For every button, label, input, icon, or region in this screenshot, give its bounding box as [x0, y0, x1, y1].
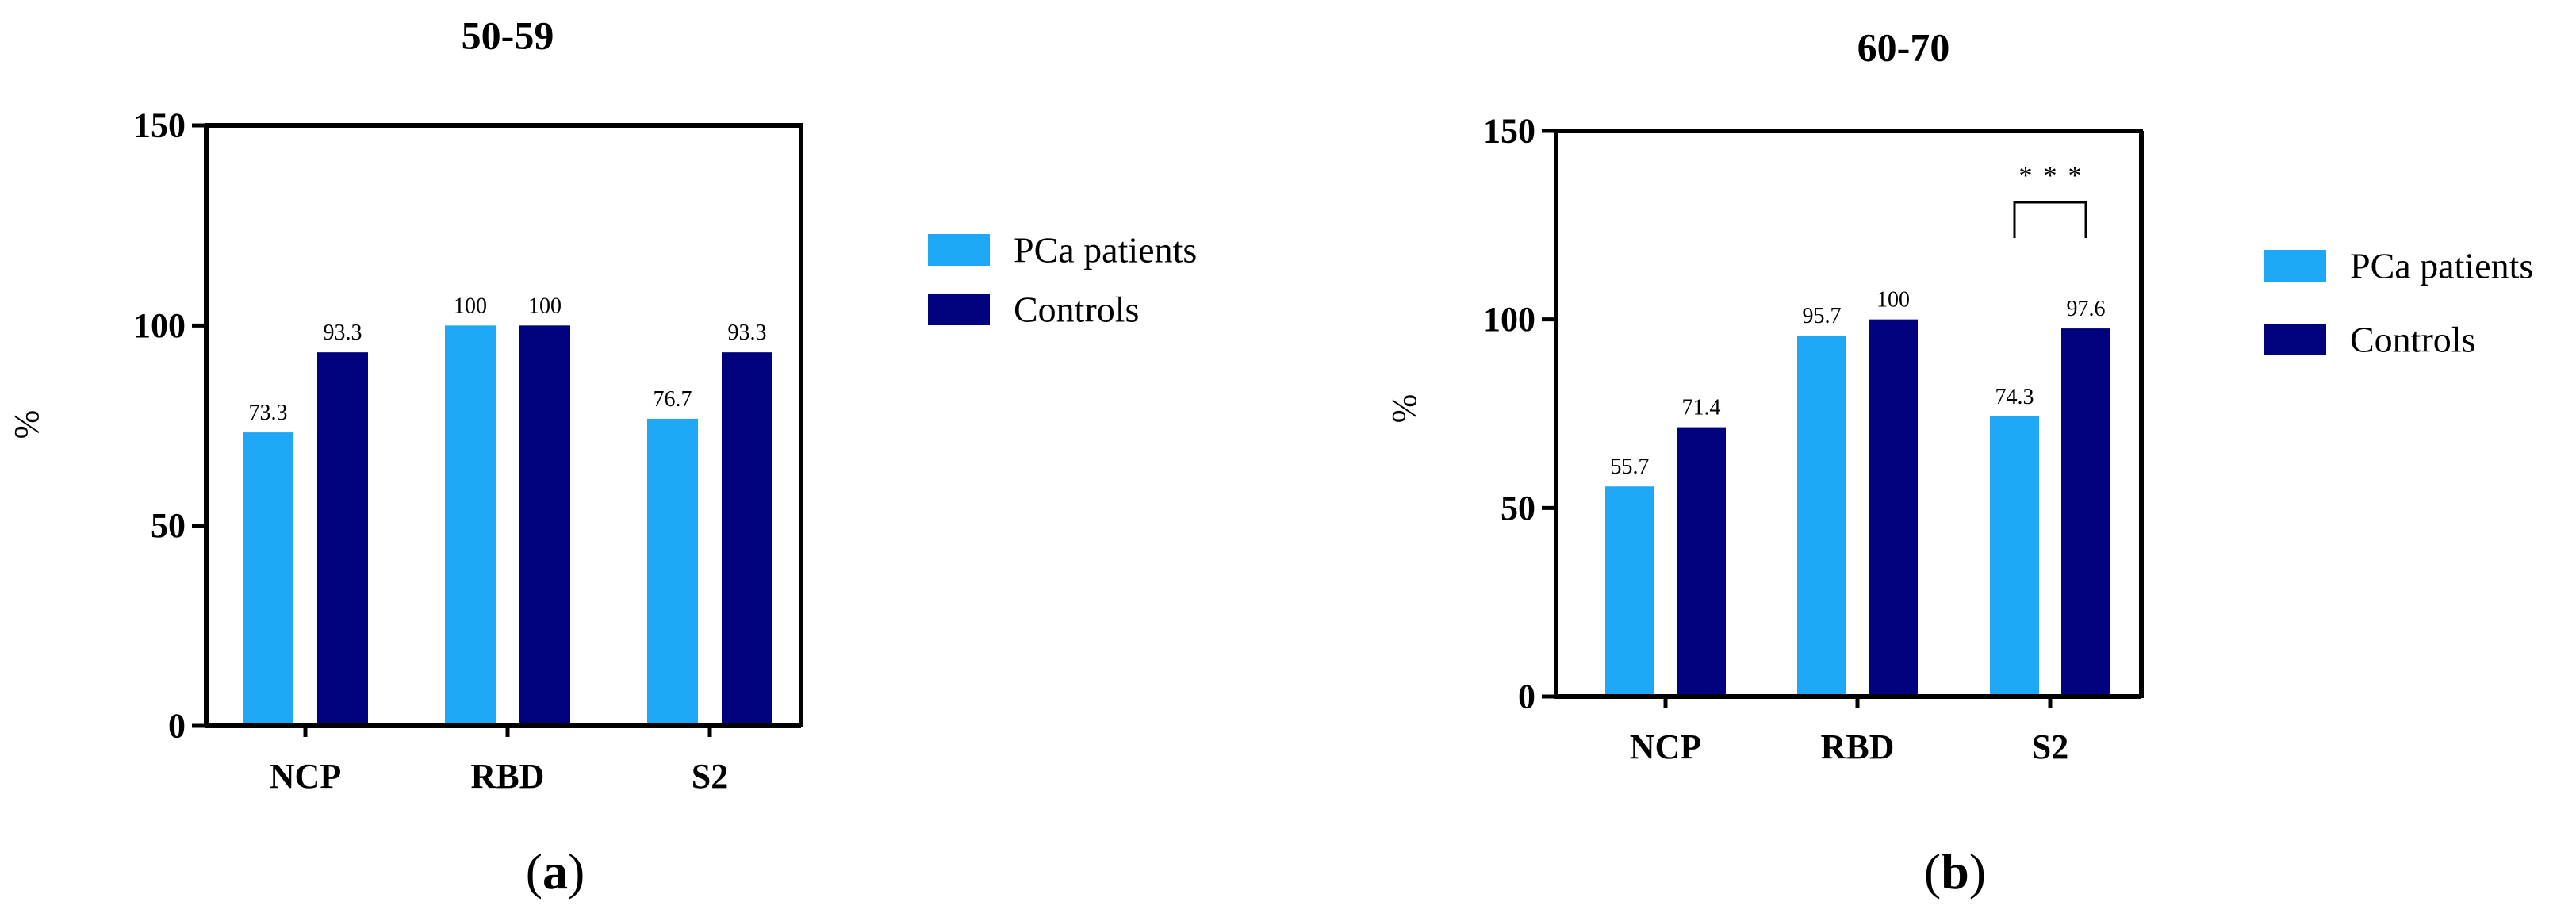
bar-controls-rbd — [1869, 319, 1918, 697]
data-label: 95.7 — [1803, 304, 1842, 328]
x-tick-label: RBD — [1821, 727, 1895, 766]
panel-label-letter: a — [542, 843, 568, 900]
x-tick-label: S2 — [2032, 727, 2068, 766]
chart-title: 50-59 — [462, 13, 554, 57]
panel-label-letter: b — [1941, 843, 1969, 900]
panel-label-open: ( — [526, 843, 542, 900]
data-label: 76.7 — [654, 387, 692, 412]
y-tick-label: 100 — [1483, 300, 1535, 339]
bar-controls-rbd — [519, 325, 570, 726]
panel-label-open: ( — [1924, 843, 1941, 900]
y-tick-label: 0 — [168, 707, 186, 746]
bar-pca-rbd — [1797, 336, 1846, 697]
y-axis-label: % — [7, 410, 46, 439]
y-tick-label: 0 — [1518, 677, 1535, 716]
significance-stars: *** — [2019, 161, 2093, 190]
chart-title: 60-70 — [1857, 25, 1950, 69]
y-tick-label: 150 — [133, 106, 186, 145]
data-label: 100 — [1876, 288, 1910, 313]
y-tick-label: 150 — [1483, 112, 1535, 151]
data-label: 73.3 — [249, 401, 288, 425]
y-tick-label: 50 — [151, 506, 186, 545]
data-label: 74.3 — [1995, 385, 2034, 409]
data-label: 71.4 — [1682, 396, 1721, 420]
bar-controls-s2 — [722, 352, 772, 726]
data-label: 93.3 — [728, 320, 767, 345]
panel-label: (a) — [526, 843, 585, 900]
data-label: 97.6 — [2067, 297, 2106, 321]
x-tick-label: S2 — [692, 757, 728, 796]
bar-pca-s2 — [647, 418, 698, 726]
data-label: 100 — [528, 294, 562, 318]
bar-pca-ncp — [243, 432, 293, 726]
bar-controls-s2 — [2061, 328, 2110, 697]
legend-swatch-pca — [928, 234, 990, 266]
legend-swatch-pca — [2264, 250, 2326, 282]
bar-pca-rbd — [445, 325, 496, 726]
y-tick-label: 100 — [133, 306, 186, 345]
y-axis-label: % — [1385, 394, 1424, 424]
panel-label-close: ) — [1969, 843, 1986, 900]
panel-label-close: ) — [568, 843, 585, 900]
legend-swatch-controls — [2264, 324, 2326, 355]
legend-label: Controls — [1014, 290, 1139, 330]
data-label: 55.7 — [1611, 455, 1650, 479]
legend-label: Controls — [2350, 320, 2475, 360]
legend-label: PCa patients — [2350, 246, 2533, 286]
chart-panel-a: 50-59 73.3 93.3 NCP 100 100 RBD 76.7 93.3 S2 0 50 10… — [7, 13, 1197, 900]
bar-controls-ncp — [317, 352, 368, 726]
panel-label: (b) — [1924, 843, 1986, 900]
significance-bracket — [2013, 201, 2087, 238]
x-tick-label: NCP — [270, 757, 341, 796]
x-tick-label: NCP — [1630, 727, 1701, 766]
legend-swatch-controls — [928, 294, 990, 325]
bar-controls-ncp — [1677, 427, 1726, 697]
bar-pca-s2 — [1990, 416, 2039, 697]
data-label: 100 — [454, 294, 487, 318]
x-tick-label: RBD — [471, 757, 545, 796]
y-tick-label: 50 — [1501, 489, 1535, 528]
legend-label: PCa patients — [1014, 230, 1197, 271]
bar-pca-ncp — [1605, 486, 1654, 697]
chart-panel-b: 60-70 55.7 71.4 NCP 95.7 100 RBD 74.3 97.6 S2 0 50 1… — [1385, 25, 2533, 900]
data-label: 93.3 — [324, 320, 362, 345]
